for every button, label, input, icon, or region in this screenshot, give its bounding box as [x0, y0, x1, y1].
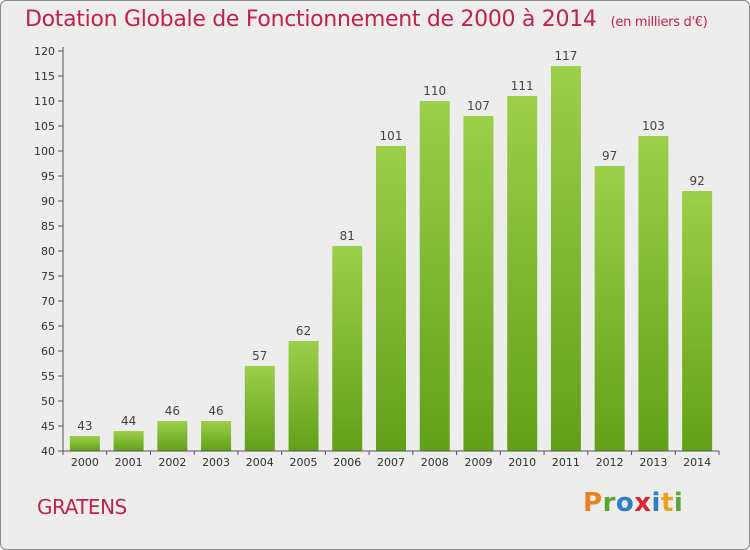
y-tick-label-60: 60 — [41, 345, 55, 358]
x-tick-label-2004: 2004 — [246, 456, 274, 469]
x-tick-label-2011: 2011 — [552, 456, 580, 469]
bar-2011 — [550, 66, 581, 451]
y-tick-label-80: 80 — [41, 245, 55, 258]
y-tick-label-70: 70 — [41, 295, 55, 308]
y-tick-label-90: 90 — [41, 195, 55, 208]
value-label-2006: 81 — [340, 229, 355, 243]
chart-title-text: Dotation Globale de Fonctionnement de 20… — [25, 7, 597, 32]
value-label-2000: 43 — [77, 419, 92, 433]
value-label-2002: 46 — [165, 404, 180, 418]
bar-2012 — [594, 166, 625, 451]
x-tick-label-2001: 2001 — [115, 456, 143, 469]
bar-2010 — [507, 96, 538, 451]
x-tick-label-2014: 2014 — [683, 456, 711, 469]
bar-2004 — [244, 366, 275, 451]
x-tick-label-2006: 2006 — [333, 456, 361, 469]
bar-2006 — [332, 246, 363, 451]
y-tick-label-100: 100 — [34, 145, 55, 158]
x-tick-label-2009: 2009 — [464, 456, 492, 469]
y-tick-label-45: 45 — [41, 420, 55, 433]
value-label-2004: 57 — [252, 349, 267, 363]
value-label-2003: 46 — [208, 404, 223, 418]
bar-2003 — [201, 421, 232, 451]
axis-layer: 2000 2001 2002 2003 2004 2005 2006 2007 2008 2009… — [34, 45, 720, 469]
bar-2002 — [157, 421, 188, 451]
y-tick-label-75: 75 — [41, 270, 55, 283]
x-tick-label-2012: 2012 — [596, 456, 624, 469]
y-tick-label-55: 55 — [41, 370, 55, 383]
value-label-2013: 103 — [642, 119, 665, 133]
y-tick-label-105: 105 — [34, 120, 55, 133]
bar-2013 — [638, 136, 669, 451]
value-label-2007: 101 — [380, 129, 403, 143]
logo-letter-5: t — [660, 488, 674, 518]
y-tick-label-110: 110 — [34, 95, 55, 108]
logo-letter-4: i — [651, 488, 661, 518]
y-tick-label-115: 115 — [34, 70, 55, 83]
logo-letter-6: i — [673, 488, 684, 518]
y-tick-label-40: 40 — [41, 445, 55, 458]
y-tick-label-65: 65 — [41, 320, 55, 333]
bar-2000 — [69, 436, 100, 451]
logo-letter-0: P — [583, 488, 603, 518]
value-label-2010: 111 — [511, 79, 534, 93]
value-label-2001: 44 — [121, 414, 136, 428]
x-tick-label-2005: 2005 — [290, 456, 318, 469]
bar-2009 — [463, 116, 494, 451]
bar-2001 — [113, 431, 144, 451]
value-label-2009: 107 — [467, 99, 490, 113]
proxiti-logo: Proxiti — [583, 488, 683, 518]
y-tick-label-85: 85 — [41, 220, 55, 233]
value-label-2012: 97 — [602, 149, 617, 163]
x-tick-label-2013: 2013 — [639, 456, 667, 469]
bar-2007 — [376, 146, 406, 451]
bar-2014 — [682, 191, 713, 451]
bar-2005 — [288, 341, 319, 451]
commune-name: GRATENS — [37, 495, 127, 519]
y-tick-label-50: 50 — [41, 395, 55, 408]
x-tick-label-2007: 2007 — [377, 456, 405, 469]
x-tick-label-2010: 2010 — [508, 456, 536, 469]
y-tick-label-120: 120 — [34, 45, 55, 58]
chart-title: Dotation Globale de Fonctionnement de 20… — [25, 7, 708, 32]
chart-subtitle: (en milliers d'€) — [610, 15, 708, 30]
logo-letter-2: o — [615, 488, 635, 518]
value-label-2008: 110 — [423, 84, 446, 98]
y-tick-label-95: 95 — [41, 170, 55, 183]
value-label-2005: 62 — [296, 324, 311, 338]
bar-2008 — [419, 101, 450, 451]
value-label-2011: 117 — [554, 49, 577, 63]
bars-layer: 43 44 46 46 57 62 81 101 110 107 111 117 97 103 92 — [69, 49, 713, 451]
logo-letter-3: x — [634, 488, 652, 518]
x-tick-label-2000: 2000 — [71, 456, 99, 469]
x-tick-label-2008: 2008 — [421, 456, 449, 469]
x-tick-label-2003: 2003 — [202, 456, 230, 469]
x-tick-label-2002: 2002 — [158, 456, 186, 469]
logo-letter-1: r — [602, 488, 616, 518]
value-label-2014: 92 — [689, 174, 704, 188]
